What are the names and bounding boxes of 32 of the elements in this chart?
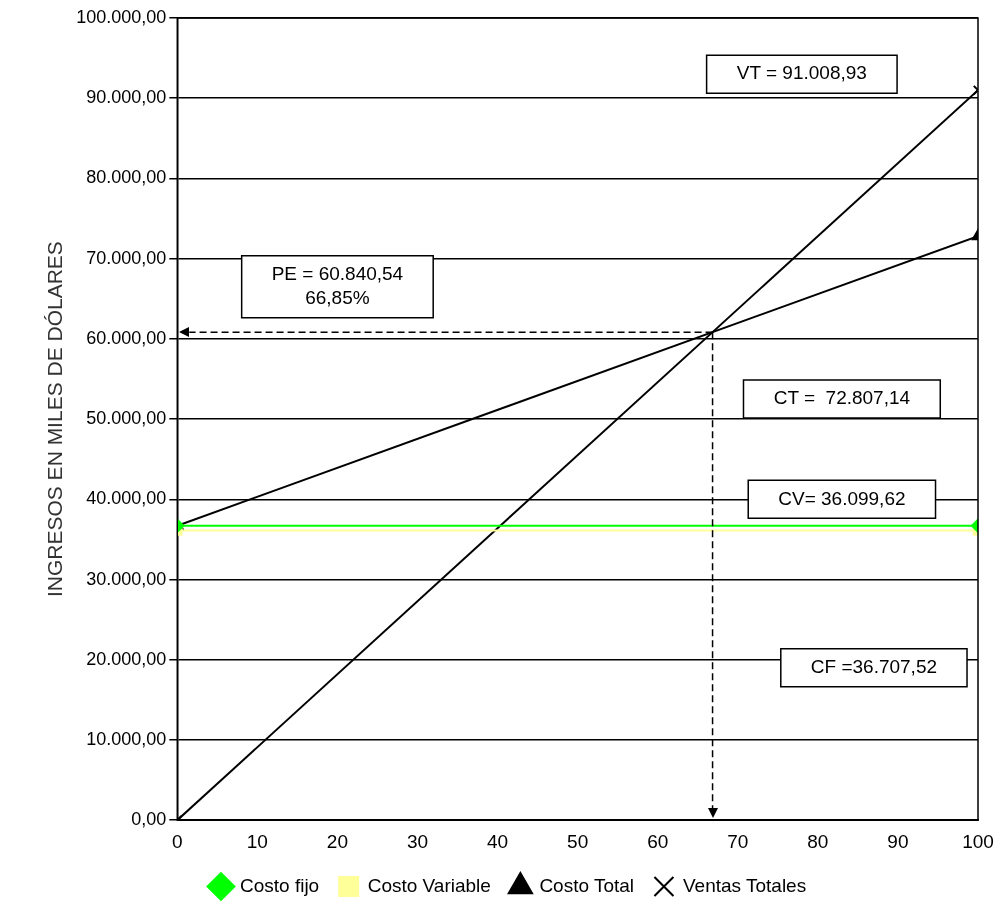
x-tick-label: 50 [567, 830, 589, 852]
y-tick-label: 40.000,00 [86, 488, 167, 509]
legend-label: Costo Variable [367, 874, 491, 896]
y-tick-label: 70.000,00 [86, 247, 167, 268]
x-tick-label: 80 [807, 830, 829, 852]
annotation: CF =36.707,52 [810, 656, 938, 678]
y-tick-label: 0,00 [131, 809, 167, 830]
annotation: VT = 91.008,93 [736, 62, 867, 84]
annotation: PE = 60.840,54 66,85% [271, 262, 404, 308]
x-tick-label: 60 [647, 830, 669, 852]
x-tick-label: 30 [406, 830, 429, 852]
annotation: CT = 72.807,14 [773, 387, 911, 409]
y-tick-label: 50.000,00 [86, 408, 167, 429]
x-tick-label: 40 [487, 830, 509, 852]
y-tick-label: 80.000,00 [86, 167, 167, 188]
x-tick-label: 10 [246, 830, 268, 852]
y-tick-label: 100.000,00 [76, 6, 167, 27]
x-tick-label: 90 [887, 830, 909, 852]
x-tick-label: 100 [962, 830, 994, 852]
legend-label: Costo Total [539, 874, 635, 896]
legend-label: Costo fijo [239, 874, 320, 896]
y-tick-label: 20.000,00 [86, 648, 167, 669]
y-tick-label: 10.000,00 [86, 728, 167, 749]
x-tick-label: 20 [326, 830, 348, 852]
y-tick-label: 90.000,00 [86, 87, 167, 108]
y-tick-label: 30.000,00 [86, 568, 167, 589]
y-axis-title: INGRESOS EN MILES DE DÓLARES [43, 241, 67, 598]
legend-label: Ventas Totales [682, 874, 807, 896]
x-tick-label: 70 [727, 830, 749, 852]
y-tick-label: 60.000,00 [86, 327, 167, 348]
annotation: CV= 36.099,62 [778, 487, 906, 509]
x-tick-label: 0 [172, 830, 183, 852]
